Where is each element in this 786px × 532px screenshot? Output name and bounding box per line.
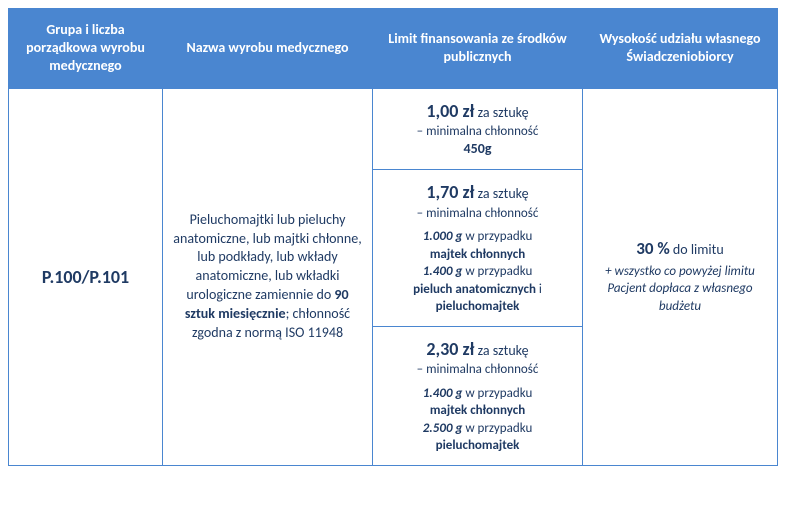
tier-3-d1-txt: w przypadku <box>465 386 532 401</box>
cell-share: 30 % do limitu + wszystko co powyżej lim… <box>583 89 778 466</box>
tier-1-price-line: 1,00 zł za sztukę <box>381 99 574 123</box>
tier-3-detail-1: 1.400 g w przypadku <box>381 385 574 403</box>
cell-code: P.100/P.101 <box>8 89 163 466</box>
tier-2-d1-val: 1.000 g <box>423 229 463 244</box>
tier-1-absorb: 450g <box>381 140 574 159</box>
cell-tiers: 1,00 zł za sztukę – minimalna chłonność … <box>373 89 583 466</box>
tier-2-price-line: 1,70 zł za sztukę <box>381 180 574 204</box>
tier-2-detail-2: 1.400 g w przypadku <box>381 263 574 281</box>
tier-3: 2,30 zł za sztukę – minimalna chłonność … <box>373 327 583 466</box>
tier-2-per: za sztukę <box>478 185 529 202</box>
product-code: P.100/P.101 <box>42 265 129 289</box>
financing-table: Grupa i liczba porządkowa wyrobu medyczn… <box>8 8 778 466</box>
tier-2-d2-and: i <box>539 282 542 297</box>
header-share: Wysokość udziału własnego Świadczeniobio… <box>583 8 778 89</box>
tier-1-price: 1,00 zł <box>426 100 474 122</box>
header-group: Grupa i liczba porządkowa wyrobu medyczn… <box>8 8 163 89</box>
tier-2-d2-val: 1.400 g <box>423 264 463 279</box>
header-product: Nazwa wyrobu medycznego <box>163 8 373 89</box>
share-txt: do limitu <box>673 241 724 258</box>
tier-2-d2-txt: w przypadku <box>465 264 532 279</box>
tier-2-price: 1,70 zł <box>426 181 474 203</box>
tier-3-price-line: 2,30 zł za sztukę <box>381 337 574 361</box>
tier-2-sub: – minimalna chłonność <box>381 205 574 223</box>
cell-product: Pieluchomajtki lub pieluchy anatomiczne,… <box>163 89 373 466</box>
tier-3-sub: – minimalna chłonność <box>381 361 574 379</box>
share-sub: + wszystko co powyżej limitu Pacjent dop… <box>593 263 767 316</box>
tier-3-d2-txt: w przypadku <box>465 421 532 436</box>
tier-1-sub: – minimalna chłonność <box>381 123 574 141</box>
tier-2-d1-txt: w przypadku <box>465 229 532 244</box>
tier-2-d1-bold: majtek chłonnych <box>381 246 574 264</box>
tier-2: 1,70 zł za sztukę – minimalna chłonność … <box>373 170 583 327</box>
product-description: Pieluchomajtki lub pieluchy anatomiczne,… <box>173 211 362 343</box>
tier-1: 1,00 zł za sztukę – minimalna chłonność … <box>373 89 583 171</box>
tier-3-d2-val: 2.500 g <box>423 421 463 436</box>
share-pct-line: 30 % do limitu <box>636 238 723 261</box>
tier-3-per: za sztukę <box>478 342 529 359</box>
tier-2-d2-b1: pieluch anatomicznych <box>413 282 536 297</box>
table-header-row: Grupa i liczba porządkowa wyrobu medyczn… <box>8 8 778 89</box>
tier-2-detail-1: 1.000 g w przypadku <box>381 228 574 246</box>
header-limit: Limit finansowania ze środków publicznyc… <box>373 8 583 89</box>
tier-2-d2-b2: pieluchomajtek <box>381 298 574 316</box>
tier-3-detail-2: 2.500 g w przypadku <box>381 420 574 438</box>
tier-1-per: za sztukę <box>478 104 529 121</box>
tier-2-d2-bolds: pieluch anatomicznych i <box>381 281 574 299</box>
tier-3-d1-bold: majtek chłonnych <box>381 402 574 420</box>
share-pct: 30 % <box>636 238 669 259</box>
tier-3-d2-bold: pieluchomajtek <box>381 437 574 455</box>
tier-3-price: 2,30 zł <box>426 338 474 360</box>
table-body: P.100/P.101 Pieluchomajtki lub pieluchy … <box>8 89 778 466</box>
tier-3-d1-val: 1.400 g <box>423 386 463 401</box>
